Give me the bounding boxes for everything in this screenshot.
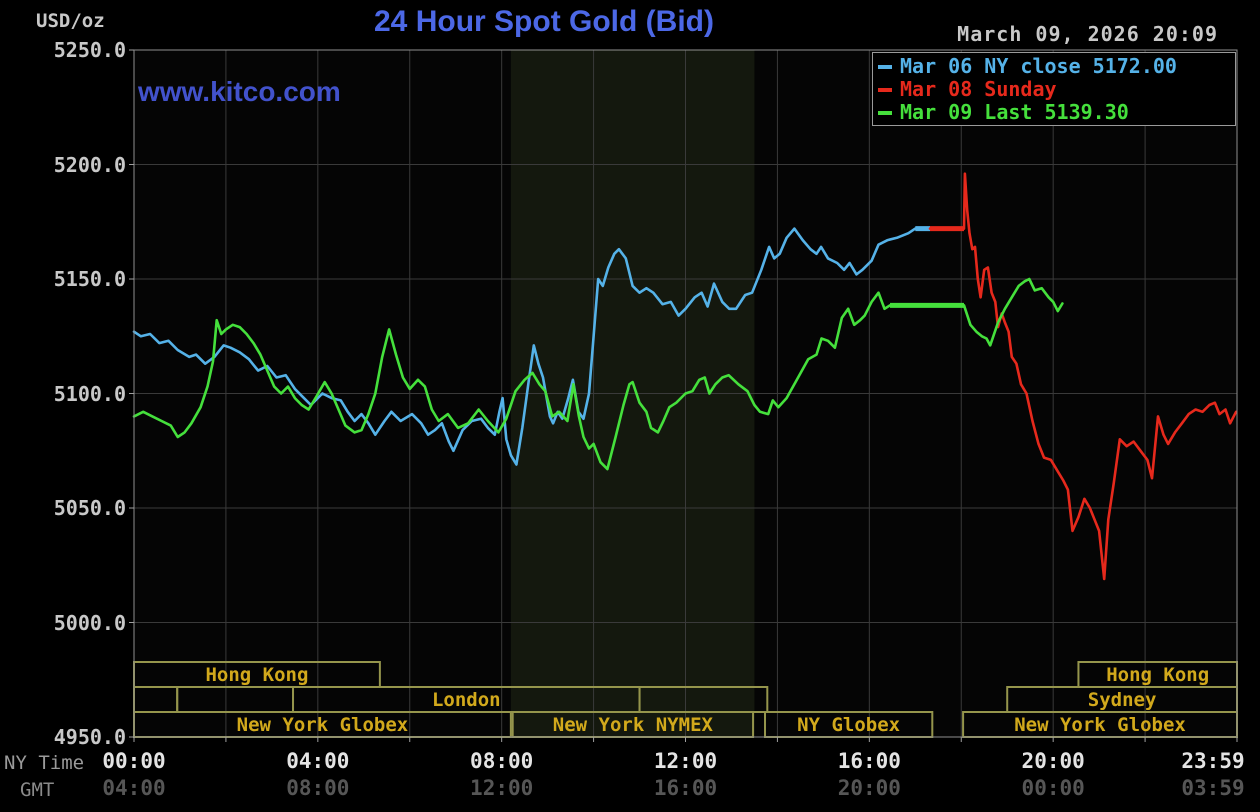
ny-time-tick-label: 12:00 [653, 749, 718, 773]
ny-time-tick-label: 16:00 [837, 749, 901, 773]
legend-item: Mar 06 NY close 5172.00 [873, 55, 1235, 78]
legend-box: Mar 06 NY close 5172.00 Mar 08 Sunday Mar … [872, 52, 1236, 126]
session-label: Hong Kong [205, 664, 308, 686]
session-label: New York NYMEX [553, 714, 714, 736]
legend-item: Mar 09 Last 5139.30 [873, 101, 1235, 124]
legend-item: Mar 08 Sunday [873, 78, 1235, 101]
ny-time-tick-label: 04:00 [286, 749, 350, 773]
price-line-mar-09 [132, 277, 1064, 471]
gmt-tick-label: 03:59 [1181, 776, 1245, 800]
kitco-watermark: www.kitco.com [138, 76, 341, 107]
y-tick-label: 4950.0 [53, 725, 126, 749]
gmt-tick-label: 12:00 [470, 776, 534, 800]
session-label: NY Globex [797, 714, 900, 736]
x-axis-gmt-label: GMT [20, 779, 55, 801]
session-label: London [432, 689, 501, 711]
y-tick-label: 5150.0 [53, 267, 126, 291]
x-axis-ny-time-label: NY Time [4, 752, 85, 774]
y-tick-label: 5200.0 [53, 152, 126, 177]
legend-dash-icon [878, 110, 892, 115]
ny-time-tick-label: 23:59 [1181, 749, 1245, 773]
gmt-tick-label: 04:00 [102, 776, 166, 800]
chart-title: 24 Hour Spot Gold (Bid) [374, 5, 714, 38]
y-tick-label: 5000.0 [53, 610, 126, 635]
legend-dash-icon [878, 87, 892, 92]
gmt-tick-label: 16:00 [653, 776, 718, 800]
legend-label: Mar 09 Last 5139.30 [900, 100, 1129, 124]
gmt-tick-label: 20:00 [837, 776, 901, 800]
session-label: Sydney [1088, 689, 1157, 711]
session-label: New York Globex [1014, 714, 1186, 736]
session-label: New York Globex [237, 714, 409, 736]
ny-time-tick-label: 08:00 [470, 749, 534, 773]
legend-dash-icon [878, 64, 892, 69]
y-tick-label: 5250.0 [53, 38, 126, 62]
gmt-tick-label: 08:00 [286, 776, 350, 800]
session-label: Hong Kong [1106, 664, 1209, 686]
y-tick-label: 5100.0 [53, 381, 126, 406]
chart-datetime: March 09, 2026 20:09 [957, 22, 1218, 46]
ny-time-tick-label: 00:00 [102, 749, 166, 773]
y-axis-unit-label: USD/oz [36, 10, 105, 32]
price-line-mar-08-sunday [928, 172, 1238, 581]
legend-label: Mar 06 NY close 5172.00 [900, 54, 1177, 78]
gmt-tick-label: 00:00 [1021, 776, 1085, 800]
price-line-mar-06-ny-close [132, 227, 932, 466]
legend-label: Mar 08 Sunday [900, 77, 1057, 101]
ny-time-tick-label: 20:00 [1021, 749, 1085, 773]
y-tick-label: 5050.0 [53, 496, 126, 520]
